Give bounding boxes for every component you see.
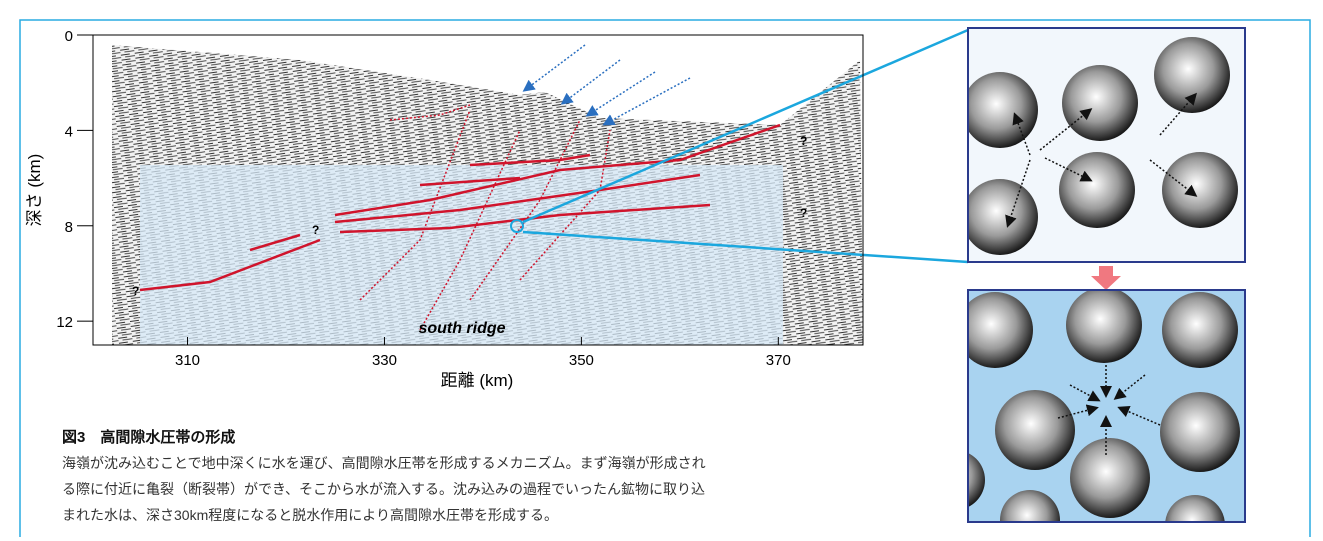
caption-line: まれた水は、深さ30km程度になると脱水作用により高間隙水圧帯を形成する。 bbox=[62, 507, 558, 523]
annotation: south ridge bbox=[418, 320, 505, 337]
x-axis-label: 距離 (km) bbox=[441, 371, 514, 390]
caption-line: 海嶺が沈み込むことで地中深くに水を運び、高間隙水圧帯を形成するメカニズム。まず海… bbox=[62, 455, 706, 471]
y-axis-label: 深さ (km) bbox=[25, 154, 44, 227]
question-mark: ? bbox=[800, 134, 807, 148]
x-tick-label: 350 bbox=[569, 352, 594, 369]
x-tick-label: 370 bbox=[766, 352, 791, 369]
x-tick-label: 310 bbox=[175, 352, 200, 369]
y-tick-label: 8 bbox=[65, 219, 73, 236]
caption-title: 図3 高間隙水圧帯の形成 bbox=[62, 428, 235, 446]
pore-diagram-after bbox=[925, 287, 1245, 537]
caption-line: る際に付近に亀裂（断裂帯）ができ、そこから水が流入する。沈み込みの過程でいったん… bbox=[62, 481, 705, 497]
y-tick-label: 0 bbox=[65, 28, 73, 45]
question-mark: ? bbox=[312, 223, 319, 237]
figure: south ridge 深さ (km) 距離 (km) ? ? ? ? 図3 高… bbox=[0, 0, 1323, 537]
y-tick-label: 4 bbox=[65, 123, 73, 140]
pore-diagram-before bbox=[962, 28, 1245, 262]
question-mark: ? bbox=[132, 284, 139, 298]
seismic-image bbox=[112, 30, 968, 345]
y-tick-label: 12 bbox=[56, 314, 73, 331]
question-mark: ? bbox=[800, 206, 807, 220]
transition-arrow bbox=[1091, 266, 1121, 290]
x-tick-label: 330 bbox=[372, 352, 397, 369]
